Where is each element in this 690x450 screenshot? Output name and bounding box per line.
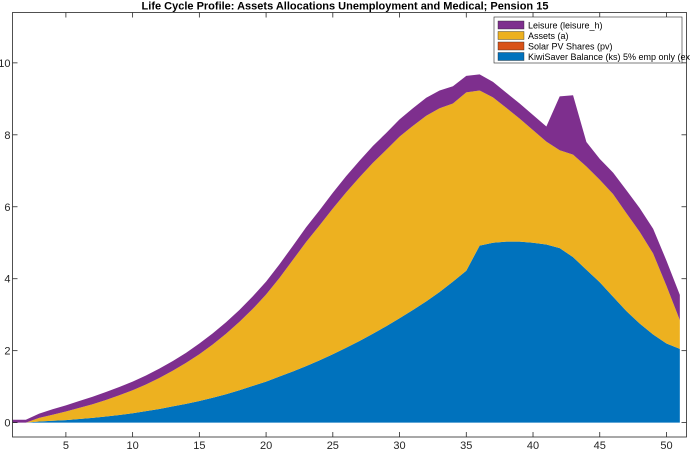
legend: Leisure (leisure_h)Assets (a)Solar PV Sh… bbox=[493, 16, 690, 64]
legend-label: Solar PV Shares (pv) bbox=[528, 42, 613, 52]
legend-swatch bbox=[497, 41, 525, 51]
y-tick-label: 2 bbox=[4, 346, 10, 358]
legend-label: Leisure (leisure_h) bbox=[528, 21, 603, 31]
area-2 bbox=[12, 90, 680, 423]
y-tick-label: 0 bbox=[4, 418, 10, 430]
y-axis-ticks: 0 2 4 6 8 10 bbox=[0, 58, 687, 430]
x-tick-label: 40 bbox=[527, 440, 539, 450]
axes-frame bbox=[12, 12, 687, 438]
x-tick-label: 20 bbox=[260, 440, 272, 450]
x-tick-label: 50 bbox=[660, 440, 672, 450]
area-0 bbox=[12, 241, 680, 423]
chart-title: Life Cycle Profile: Assets Allocations U… bbox=[142, 1, 549, 13]
x-tick-label: 35 bbox=[460, 440, 472, 450]
y-tick-label: 10 bbox=[0, 58, 11, 70]
x-tick-label: 45 bbox=[594, 440, 606, 450]
x-tick-label: 10 bbox=[126, 440, 138, 450]
x-tick-label: 25 bbox=[327, 440, 339, 450]
legend-swatch bbox=[497, 52, 525, 61]
y-tick-label: 8 bbox=[4, 130, 10, 142]
x-tick-label: 5 bbox=[63, 440, 69, 450]
legend-label: KiwiSaver Balance (ks) 5% emp only (exp … bbox=[528, 52, 690, 62]
y-tick-label: 6 bbox=[4, 202, 10, 214]
y-tick-label: 4 bbox=[4, 274, 10, 286]
legend-swatch bbox=[497, 31, 525, 40]
legend-box bbox=[493, 16, 683, 64]
x-tick-label: 30 bbox=[393, 440, 405, 450]
x-tick-label: 15 bbox=[193, 440, 205, 450]
legend-label: Assets (a) bbox=[528, 31, 569, 41]
legend-swatch bbox=[497, 20, 525, 30]
x-axis-ticks: 5 10 15 20 25 30 35 40 45 50 bbox=[63, 12, 673, 450]
area-layers bbox=[12, 74, 680, 423]
